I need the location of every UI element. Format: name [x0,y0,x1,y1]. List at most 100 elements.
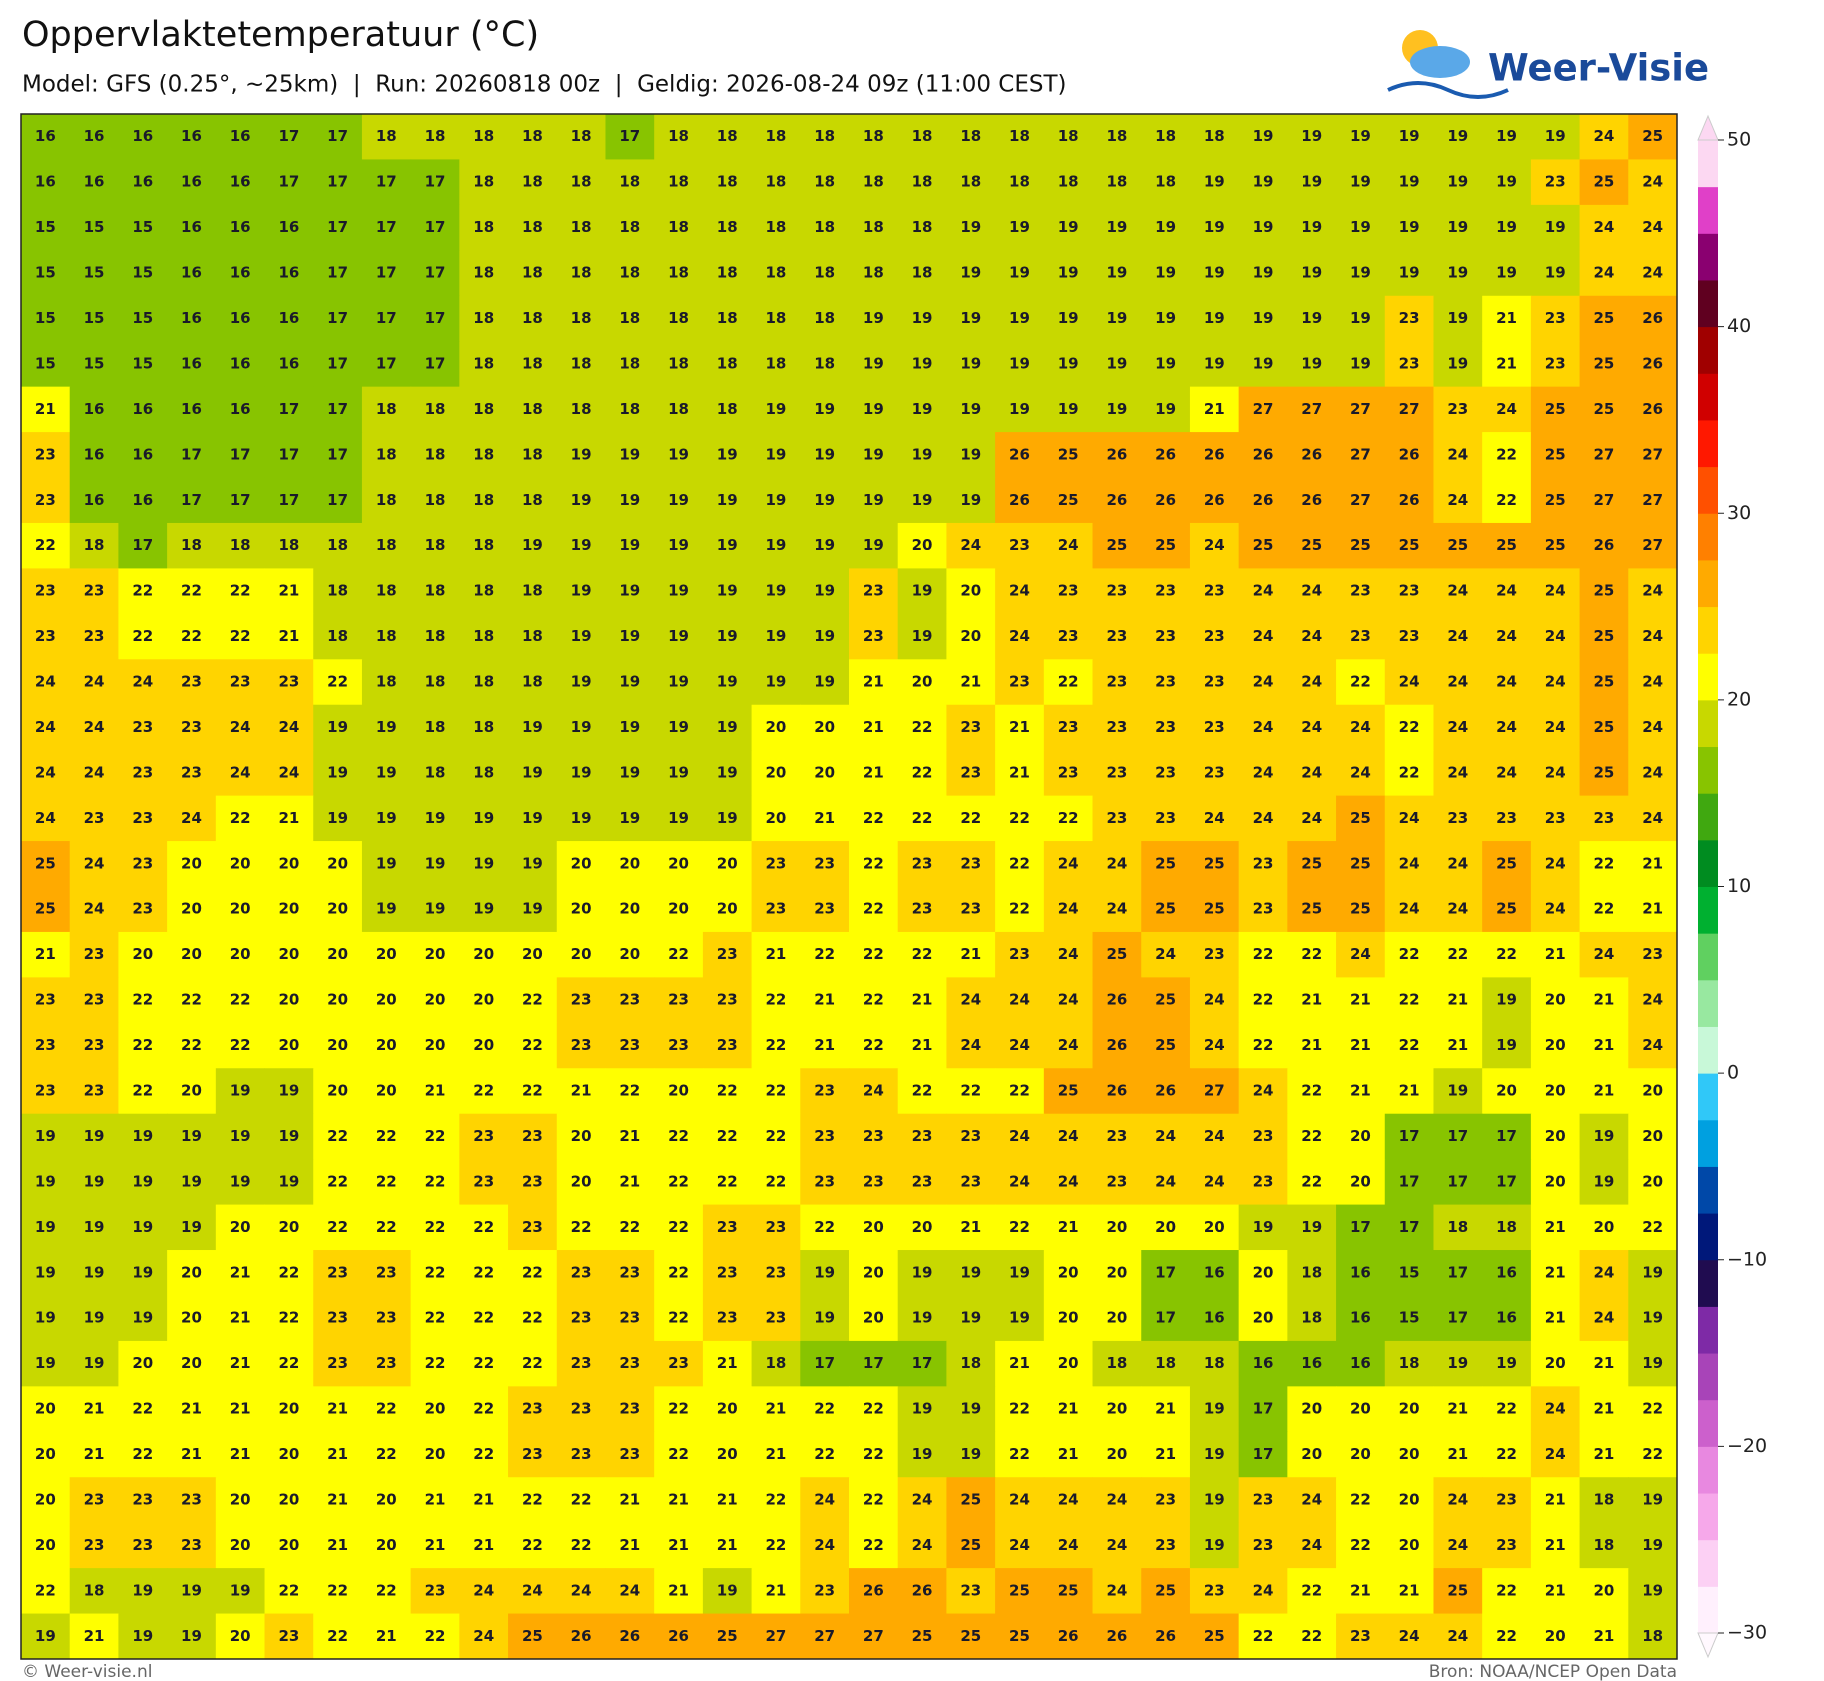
temp-label: 21 [35,400,56,418]
temp-cell [167,1295,217,1342]
temp-label: 18 [522,264,543,282]
temp-cell [264,977,314,1024]
temp-cell [751,341,801,388]
temp-cell [69,1568,119,1615]
temp-label: 16 [1496,1263,1517,1281]
temp-label: 23 [522,1400,543,1418]
temp-label: 24 [1106,1536,1127,1554]
temp-cell [556,931,606,978]
temp-label: 24 [1447,1627,1468,1645]
temp-label: 24 [1594,127,1615,145]
temp-label: 22 [668,1445,689,1463]
temp-cell [702,1568,753,1615]
temp-cell [1433,931,1483,978]
temp-cell [1043,659,1094,706]
temp-label: 23 [960,1172,981,1190]
temp-cell [215,1159,266,1206]
temp-cell [1628,1431,1678,1478]
temp-cell [1238,1113,1288,1160]
temp-label: 20 [376,1036,397,1054]
temp-cell [995,1568,1045,1615]
temp-label: 18 [376,400,397,418]
temp-label: 19 [960,218,981,236]
temp-label: 24 [1642,264,1663,282]
temp-cell [1287,1113,1337,1160]
temp-label: 18 [376,127,397,145]
temp-label: 26 [1155,491,1176,509]
temp-label: 24 [1058,1172,1079,1190]
temp-cell [1189,295,1240,342]
temp-label: 17 [327,218,348,236]
temp-cell [1189,613,1240,660]
temp-cell [702,1204,753,1251]
temp-cell [215,613,266,660]
temp-label: 23 [181,1490,202,1508]
temp-label: 21 [1545,1490,1566,1508]
temp-cell [1189,341,1240,388]
temp-label: 19 [814,536,835,554]
temp-cell [702,1613,753,1660]
temp-cell [1141,432,1191,479]
temp-cell [1384,750,1434,797]
temp-cell [215,750,266,797]
temp-label: 18 [668,309,689,327]
temp-cell [1579,477,1629,524]
temp-label: 20 [327,991,348,1009]
colorbar-segment [1698,1446,1718,1494]
temp-label: 25 [1350,809,1371,827]
temp-cell [1628,1386,1678,1433]
temp-cell [410,250,460,297]
temp-label: 19 [668,673,689,691]
temp-cell [118,750,168,797]
temp-label: 27 [1301,400,1322,418]
temp-cell [1628,977,1678,1024]
temp-label: 18 [960,173,981,191]
temp-label: 20 [376,945,397,963]
temp-cell [800,1159,850,1206]
temp-label: 20 [619,945,640,963]
temp-cell [1628,1113,1678,1160]
temp-cell [1092,659,1142,706]
temp-label: 24 [1496,582,1517,600]
temp-label: 24 [1204,536,1225,554]
temp-cell [1384,1159,1434,1206]
temp-label: 23 [522,1172,543,1190]
temp-label: 22 [1447,945,1468,963]
temp-label: 24 [1496,673,1517,691]
temp-label: 22 [327,1127,348,1145]
temp-label: 24 [1350,763,1371,781]
temp-label: 18 [425,491,446,509]
temp-cell [702,386,753,433]
temp-label: 24 [1447,491,1468,509]
temp-cell [1336,341,1386,388]
temp-cell [849,931,899,978]
temp-label: 21 [376,1627,397,1645]
temp-label: 22 [1399,991,1420,1009]
temp-cell [605,931,655,978]
subtitle: Model: GFS (0.25°, ~25km) | Run: 2026081… [22,72,1067,98]
temp-label: 20 [960,627,981,645]
temp-label: 25 [1009,1581,1030,1599]
temp-label: 22 [376,1400,397,1418]
temp-cell [1287,295,1337,342]
temp-cell [118,1386,168,1433]
temp-cell [21,659,71,706]
temp-label: 24 [571,1581,592,1599]
temp-cell [654,250,704,297]
temp-cell [995,159,1045,206]
temp-cell [313,931,363,978]
temp-cell [1141,704,1191,751]
temp-cell [167,659,217,706]
temp-cell [69,1250,119,1296]
temp-label: 21 [1496,309,1517,327]
temp-label: 23 [1204,763,1225,781]
temp-label: 23 [327,1309,348,1327]
temp-label: 22 [1399,763,1420,781]
temp-cell [946,1522,996,1569]
temp-label: 24 [1642,763,1663,781]
temp-label: 21 [1301,1036,1322,1054]
temp-label: 17 [425,218,446,236]
temp-label: 20 [1399,1536,1420,1554]
temp-cell [1287,1431,1337,1478]
temp-label: 17 [327,354,348,372]
